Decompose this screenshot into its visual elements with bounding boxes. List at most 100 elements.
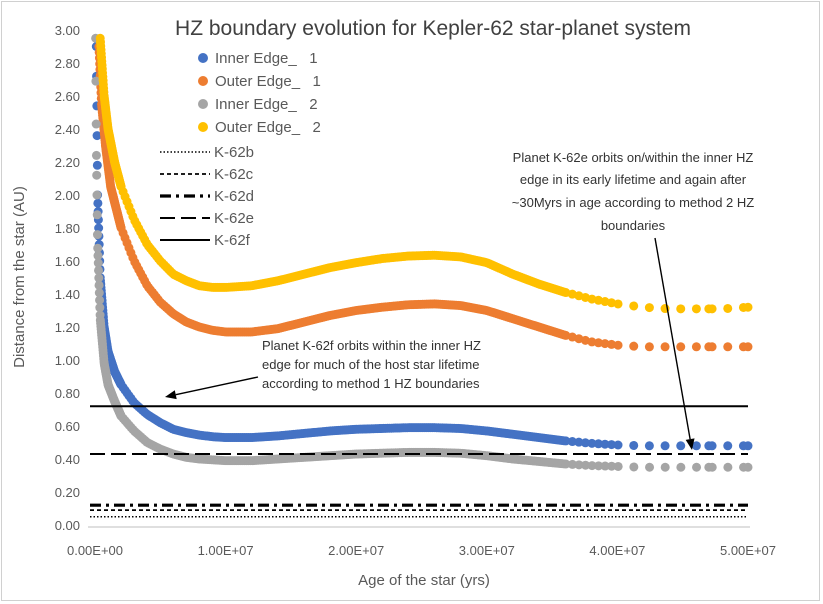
data-point — [93, 251, 103, 261]
data-point — [723, 303, 733, 313]
annotation-arrow-k62e-head — [685, 438, 695, 450]
data-point — [723, 441, 733, 451]
x-tick-label: 5.00E+07 — [720, 543, 776, 558]
data-point — [743, 302, 753, 312]
data-point — [587, 438, 597, 448]
data-point — [94, 288, 104, 298]
y-tick-label: 2.00 — [55, 188, 80, 203]
data-point — [581, 460, 591, 470]
data-point — [561, 436, 571, 446]
legend-label: Outer Edge_ 2 — [215, 119, 321, 136]
data-point — [92, 170, 102, 180]
data-point — [660, 342, 670, 352]
data-point — [600, 339, 610, 349]
y-tick-label: 2.20 — [55, 155, 80, 170]
legend-label: K-62f — [214, 232, 251, 249]
data-point — [613, 299, 623, 309]
data-point — [660, 462, 670, 472]
data-point — [594, 461, 604, 471]
data-point — [574, 460, 584, 470]
y-tick-label: 0.00 — [55, 518, 80, 533]
data-point — [92, 210, 102, 220]
data-point — [629, 462, 639, 472]
data-point — [707, 462, 717, 472]
chart-title: HZ boundary evolution for Kepler-62 star… — [175, 17, 691, 40]
legend-label: K-62c — [214, 166, 254, 183]
data-point — [613, 461, 623, 471]
annotations: Planet K-62f orbits within the inner HZ e… — [165, 150, 754, 450]
annotation-k62e-text: Planet K-62e orbits on/within the inner … — [513, 150, 754, 165]
data-point — [607, 440, 617, 450]
y-axis-title: Distance from the star (AU) — [11, 186, 28, 368]
y-tick-label: 2.80 — [55, 56, 80, 71]
annotation-arrow-k62e — [654, 237, 691, 440]
annotation-k62f-text: edge for much of the host star lifetime — [262, 357, 480, 372]
annotation-arrow-k62f-head — [165, 390, 177, 400]
data-point — [94, 273, 104, 283]
data-point — [92, 190, 102, 200]
data-point — [692, 462, 702, 472]
data-point — [676, 441, 686, 451]
data-point — [707, 441, 717, 451]
legend-label: Outer Edge_ 1 — [215, 73, 321, 90]
annotation-k62e-text: ~30Myrs in age according to method 2 HZ — [512, 195, 754, 210]
y-tick-label: 1.20 — [55, 320, 80, 335]
data-point — [600, 461, 610, 471]
legend-label: K-62e — [214, 210, 254, 227]
legend-marker — [198, 53, 208, 63]
data-point — [95, 295, 105, 305]
x-axis-title: Age of the star (yrs) — [358, 572, 490, 589]
y-tick-label: 3.00 — [55, 23, 80, 38]
data-point — [629, 341, 639, 351]
data-point — [644, 303, 654, 313]
legend-label: Inner Edge_ 2 — [215, 96, 318, 113]
data-point — [561, 459, 571, 469]
y-tick-label: 1.40 — [55, 287, 80, 302]
data-point — [587, 337, 597, 347]
data-point — [607, 461, 617, 471]
y-tick-label: 0.80 — [55, 386, 80, 401]
legend-label: K-62b — [214, 144, 254, 161]
data-point — [574, 437, 584, 447]
data-point — [723, 342, 733, 352]
data-point — [92, 160, 102, 170]
annotation-k62e-text: boundaries — [601, 218, 666, 233]
data-point — [587, 461, 597, 471]
data-point — [593, 439, 603, 449]
data-point — [593, 338, 603, 348]
y-tick-label: 1.80 — [55, 221, 80, 236]
data-point — [93, 198, 103, 208]
data-point — [91, 76, 101, 86]
data-point — [92, 230, 102, 240]
data-point — [613, 340, 623, 350]
data-point — [660, 441, 670, 451]
data-point — [743, 462, 753, 472]
data-point — [707, 342, 717, 352]
y-tick-label: 2.60 — [55, 89, 80, 104]
data-point — [613, 440, 623, 450]
data-point — [567, 437, 577, 447]
y-tick-label: 1.60 — [55, 254, 80, 269]
x-tick-label: 4.00E+07 — [589, 543, 645, 558]
data-point — [95, 303, 105, 313]
data-point — [607, 339, 617, 349]
data-point — [580, 438, 590, 448]
legend-marker — [198, 76, 208, 86]
data-point — [645, 462, 655, 472]
x-tick-label: 0.00E+00 — [67, 543, 123, 558]
series-4 — [95, 33, 753, 314]
y-tick-label: 0.40 — [55, 452, 80, 467]
x-tick-label: 3.00E+07 — [459, 543, 515, 558]
legend-label: Inner Edge_ 1 — [215, 50, 318, 67]
y-tick-label: 2.40 — [55, 122, 80, 137]
y-tick-label: 1.00 — [55, 353, 80, 368]
annotation-k62e-text: edge in its early lifetime and again aft… — [520, 172, 747, 187]
data-point — [93, 258, 103, 268]
annotation-arrow-k62f — [175, 376, 259, 396]
data-point — [644, 342, 654, 352]
legend-label: K-62d — [214, 188, 254, 205]
data-point — [629, 301, 639, 311]
y-tick-label: 0.60 — [55, 419, 80, 434]
data-point — [707, 304, 717, 314]
